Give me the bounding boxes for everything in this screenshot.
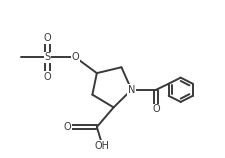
Text: O: O — [44, 72, 52, 82]
Text: S: S — [45, 52, 51, 62]
Text: O: O — [44, 33, 52, 43]
Text: O: O — [72, 52, 79, 62]
Text: O: O — [63, 122, 71, 132]
Text: O: O — [152, 104, 160, 114]
Text: N: N — [128, 85, 135, 95]
Text: OH: OH — [95, 141, 110, 151]
